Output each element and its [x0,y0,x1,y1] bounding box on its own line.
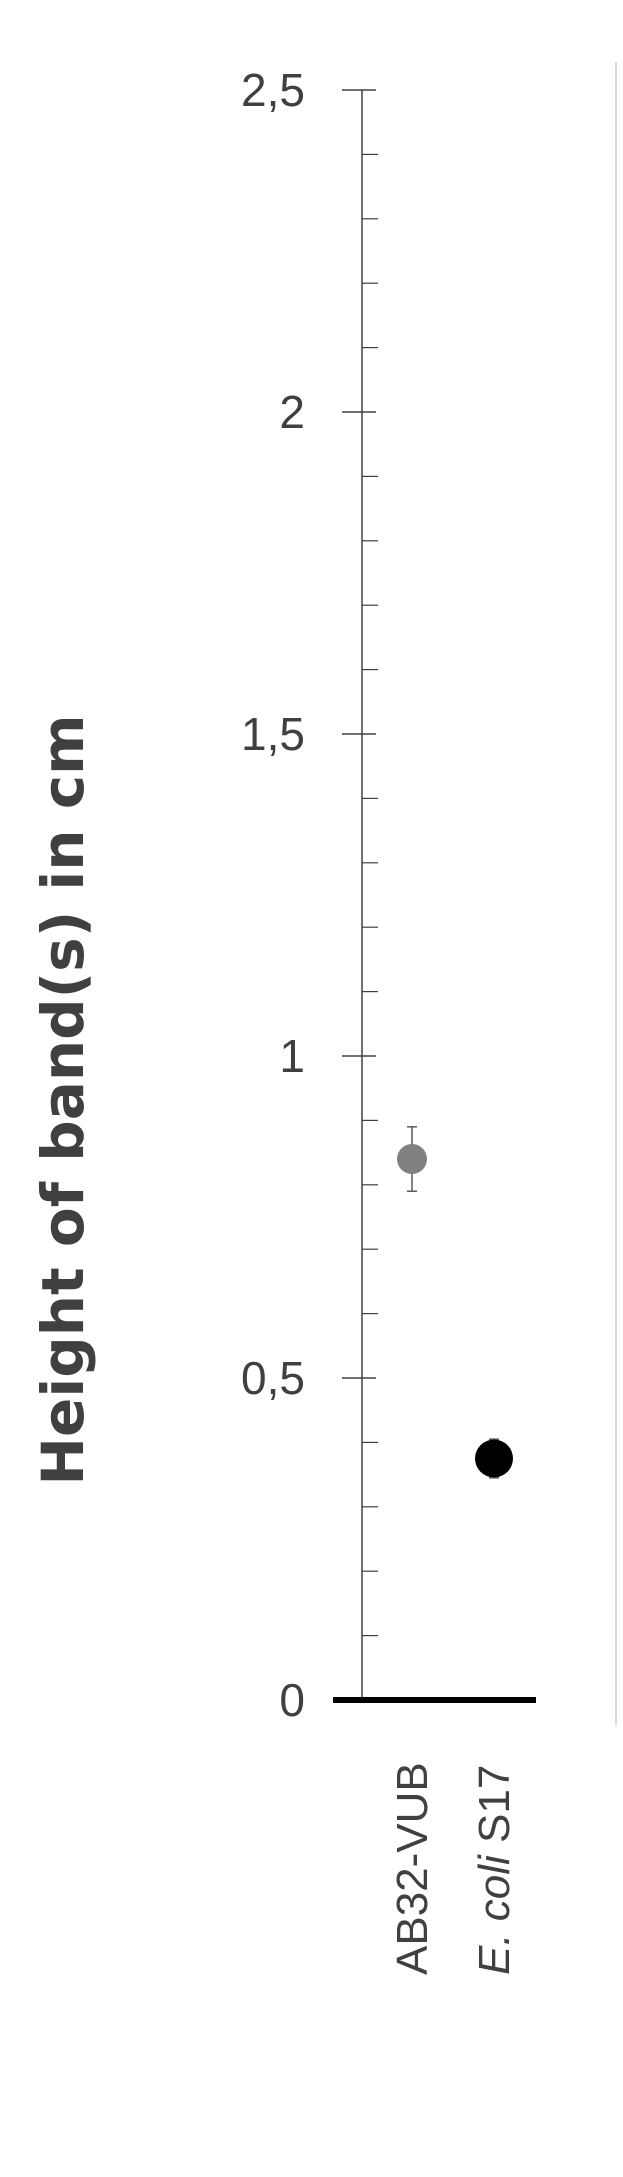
y-tick-label: 0 [279,1674,305,1726]
data-point [475,1439,513,1478]
y-tick-label: 2 [279,386,305,438]
x-category-label: E. coli S17 [470,1765,519,1975]
y-tick-label: 2,5 [241,64,305,116]
category-labels: AB32-VUB E. coli S17 [388,1762,519,1975]
y-axis: 0 0,5 1 1,5 2 2,5 [241,64,378,1726]
data-points [397,1126,513,1479]
y-tick-label: 1,5 [241,708,305,760]
y-tick-label: 0,5 [241,1352,305,1404]
data-point [397,1144,427,1175]
x-category-label: AB32-VUB [388,1762,437,1975]
y-tick-label: 1 [279,1030,305,1082]
y-axis-title: Height of band(s) in cm [29,714,97,1485]
